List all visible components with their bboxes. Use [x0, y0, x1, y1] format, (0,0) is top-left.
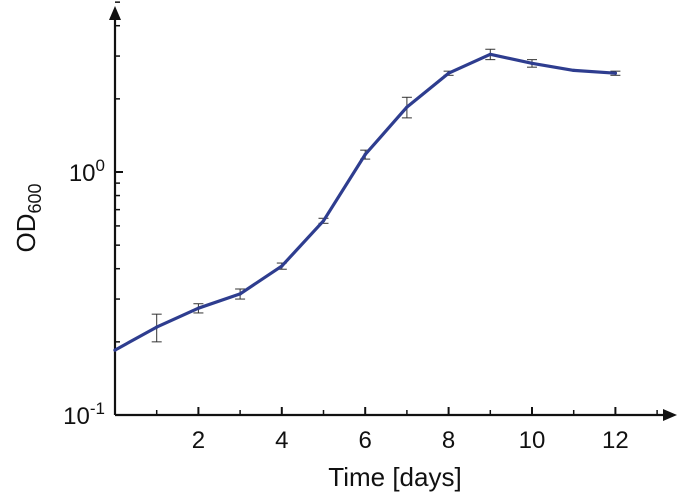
data-point	[613, 71, 618, 75]
y-axis-title-main: OD	[11, 214, 41, 253]
data-point	[238, 292, 242, 296]
y-tick-label-base: 10	[69, 160, 96, 187]
x-tick-label: 4	[275, 427, 288, 454]
data-point	[155, 325, 159, 329]
data-point	[447, 71, 451, 75]
data-point	[363, 152, 367, 157]
y-axis-title: OD600	[11, 183, 45, 252]
y-tick-label: 10-1	[63, 399, 105, 430]
x-axis-arrow	[663, 409, 677, 421]
data-series	[113, 52, 618, 352]
data-point	[405, 105, 409, 109]
y-tick-label: 100	[69, 156, 105, 187]
y-axis-arrow	[109, 6, 121, 20]
y-tick-label-base: 10	[63, 403, 90, 430]
y-tick-label-exponent: 0	[96, 156, 105, 175]
data-point	[196, 306, 200, 310]
y-tick-label-exponent: -1	[90, 399, 105, 418]
error-bars	[151, 48, 621, 343]
x-tick-label: 8	[442, 427, 455, 454]
x-tick-label: 12	[602, 427, 629, 454]
data-point	[488, 52, 492, 56]
x-tick-label: 10	[519, 427, 546, 454]
data-point	[530, 61, 534, 65]
data-point	[113, 348, 117, 352]
data-point	[280, 264, 284, 268]
x-axis-title: Time [days]	[328, 462, 461, 492]
series-line	[113, 52, 618, 352]
x-tick-label: 6	[359, 427, 372, 454]
data-point	[321, 219, 326, 223]
y-axis-title-subscript: 600	[25, 183, 45, 213]
chart-axes	[109, 1, 677, 421]
x-tick-label: 2	[192, 427, 205, 454]
data-point	[572, 68, 576, 72]
